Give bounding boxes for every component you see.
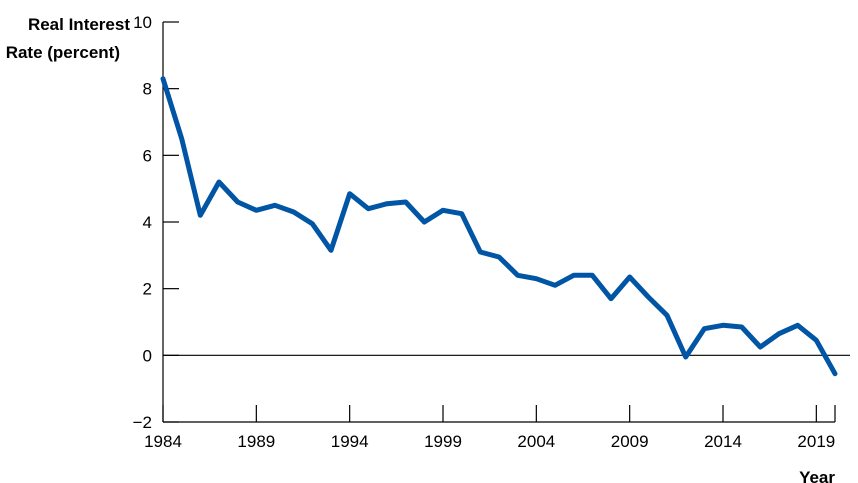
x-tick-label: 2019 bbox=[797, 432, 835, 451]
x-tick-label: 2009 bbox=[611, 432, 649, 451]
x-tick-label: 2004 bbox=[517, 432, 555, 451]
y-tick-label: 6 bbox=[143, 146, 152, 165]
y-axis-ticks: 10 8 6 4 2 0 −2 bbox=[133, 13, 179, 432]
y-axis-label-line1: Real Interest bbox=[28, 15, 130, 34]
x-axis-label: Year bbox=[799, 468, 835, 483]
y-tick-label: 2 bbox=[143, 280, 152, 299]
y-tick-label: 4 bbox=[143, 213, 152, 232]
data-series bbox=[160, 76, 838, 377]
x-axis-ticks: 1984 1989 1994 1999 2004 2009 2014 2019 bbox=[144, 405, 836, 451]
y-tick-label: 0 bbox=[143, 346, 152, 365]
x-tick-label: 1989 bbox=[237, 432, 275, 451]
x-tick-label: 1984 bbox=[144, 432, 182, 451]
x-tick-label: 1994 bbox=[331, 432, 369, 451]
series-line bbox=[160, 76, 838, 377]
y-tick-label: −2 bbox=[133, 413, 152, 432]
x-tick-label: 1999 bbox=[424, 432, 462, 451]
y-tick-label: 10 bbox=[133, 13, 152, 32]
axes bbox=[162, 22, 850, 423]
y-tick-label: 8 bbox=[143, 80, 152, 99]
y-axis-label-line2: Rate (percent) bbox=[6, 43, 120, 62]
x-tick-label: 2014 bbox=[704, 432, 742, 451]
